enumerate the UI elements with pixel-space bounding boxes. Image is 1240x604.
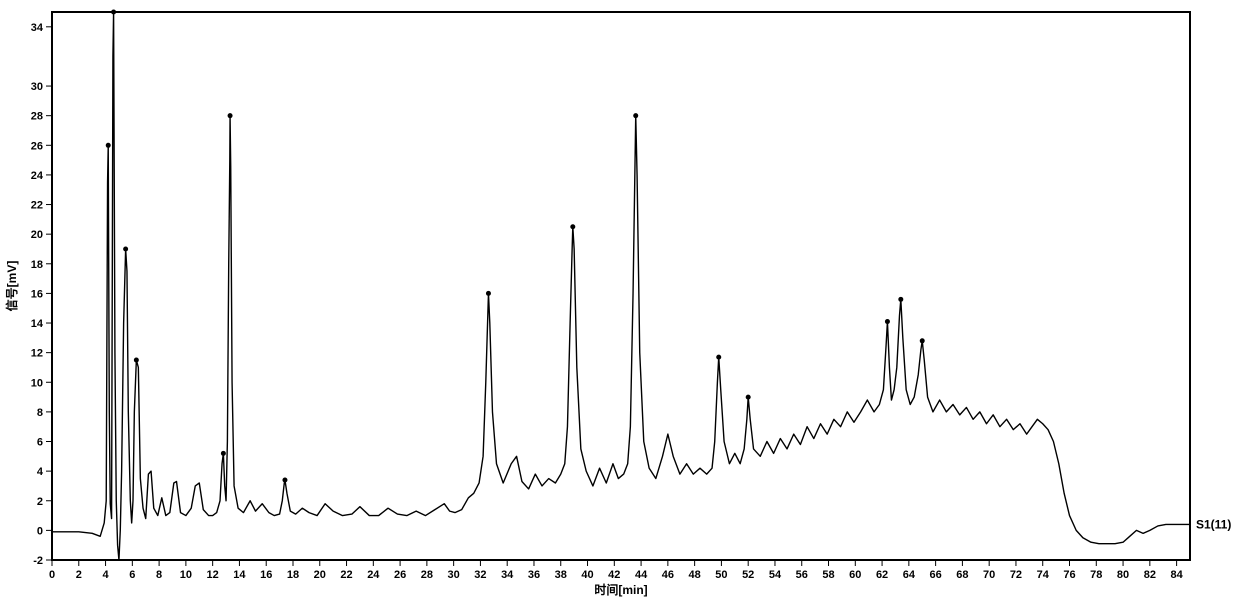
x-tick-label: 14: [233, 569, 246, 581]
y-tick-label: 2: [37, 496, 43, 508]
y-tick-label: 28: [31, 111, 43, 123]
x-tick-label: 6: [129, 569, 135, 581]
y-tick-label: 6: [37, 437, 43, 449]
x-tick-label: 52: [742, 569, 754, 581]
x-tick-label: 26: [394, 569, 406, 581]
x-tick-label: 48: [689, 569, 701, 581]
x-tick-label: 34: [501, 569, 514, 581]
x-tick-label: 50: [715, 569, 727, 581]
peak-marker: [228, 113, 233, 118]
x-tick-label: 4: [102, 569, 109, 581]
x-tick-label: 82: [1144, 569, 1156, 581]
x-tick-label: 40: [581, 569, 593, 581]
y-tick-label: 16: [31, 288, 43, 300]
x-tick-label: 78: [1090, 569, 1102, 581]
y-tick-label: 26: [31, 140, 43, 152]
y-tick-label: 12: [31, 348, 43, 360]
x-tick-label: 44: [635, 569, 648, 581]
x-tick-label: 8: [156, 569, 162, 581]
y-tick-label: 34: [31, 22, 44, 34]
x-axis-title: 时间[min]: [594, 582, 647, 597]
y-tick-label: 24: [31, 170, 44, 182]
x-tick-label: 16: [260, 569, 272, 581]
x-tick-label: 60: [849, 569, 861, 581]
x-tick-label: 68: [956, 569, 968, 581]
peak-marker: [716, 355, 721, 360]
peak-marker: [282, 478, 287, 483]
x-tick-label: 72: [1010, 569, 1022, 581]
peak-marker: [746, 395, 751, 400]
peak-marker: [570, 224, 575, 229]
x-tick-label: 54: [769, 569, 782, 581]
peak-marker: [134, 358, 139, 363]
x-tick-label: 46: [662, 569, 674, 581]
chromatogram-line: [52, 12, 1190, 560]
x-tick-label: 80: [1117, 569, 1129, 581]
series-label: S1(11): [1196, 517, 1231, 531]
x-tick-label: 56: [796, 569, 808, 581]
x-tick-label: 10: [180, 569, 192, 581]
y-tick-label: 10: [31, 377, 43, 389]
y-tick-label: 8: [37, 407, 43, 419]
y-axis-title: 信号[mV]: [4, 261, 19, 312]
chromatogram-chart: -202468101214161820222426283034024681012…: [0, 0, 1240, 604]
x-tick-label: 38: [555, 569, 567, 581]
y-tick-label: 30: [31, 81, 43, 93]
peak-marker: [920, 338, 925, 343]
peak-marker: [898, 297, 903, 302]
y-tick-label: 0: [37, 525, 43, 537]
x-tick-label: 58: [822, 569, 834, 581]
peak-marker: [885, 319, 890, 324]
x-tick-label: 2: [76, 569, 82, 581]
x-tick-label: 32: [474, 569, 486, 581]
peak-marker: [111, 10, 116, 15]
peak-marker: [106, 143, 111, 148]
y-tick-label: 22: [31, 200, 43, 212]
peak-marker: [221, 451, 226, 456]
x-tick-label: 18: [287, 569, 299, 581]
x-tick-label: 30: [448, 569, 460, 581]
y-tick-label: -2: [33, 555, 43, 567]
x-tick-label: 74: [1037, 569, 1050, 581]
x-tick-label: 64: [903, 569, 916, 581]
x-tick-label: 62: [876, 569, 888, 581]
x-tick-label: 66: [929, 569, 941, 581]
plot-border: [52, 12, 1190, 560]
x-tick-label: 20: [314, 569, 326, 581]
x-tick-label: 12: [207, 569, 219, 581]
x-tick-label: 76: [1063, 569, 1075, 581]
peak-marker: [123, 246, 128, 251]
y-tick-label: 14: [31, 318, 44, 330]
x-tick-label: 28: [421, 569, 433, 581]
x-tick-label: 42: [608, 569, 620, 581]
chart-svg: -202468101214161820222426283034024681012…: [0, 0, 1240, 604]
x-tick-label: 22: [340, 569, 352, 581]
y-tick-label: 18: [31, 259, 43, 271]
x-tick-label: 36: [528, 569, 540, 581]
x-tick-label: 0: [49, 569, 55, 581]
y-tick-label: 20: [31, 229, 43, 241]
x-tick-label: 70: [983, 569, 995, 581]
y-tick-label: 4: [37, 466, 44, 478]
x-tick-label: 24: [367, 569, 380, 581]
peak-marker: [633, 113, 638, 118]
peak-marker: [486, 291, 491, 296]
x-tick-label: 84: [1170, 569, 1183, 581]
